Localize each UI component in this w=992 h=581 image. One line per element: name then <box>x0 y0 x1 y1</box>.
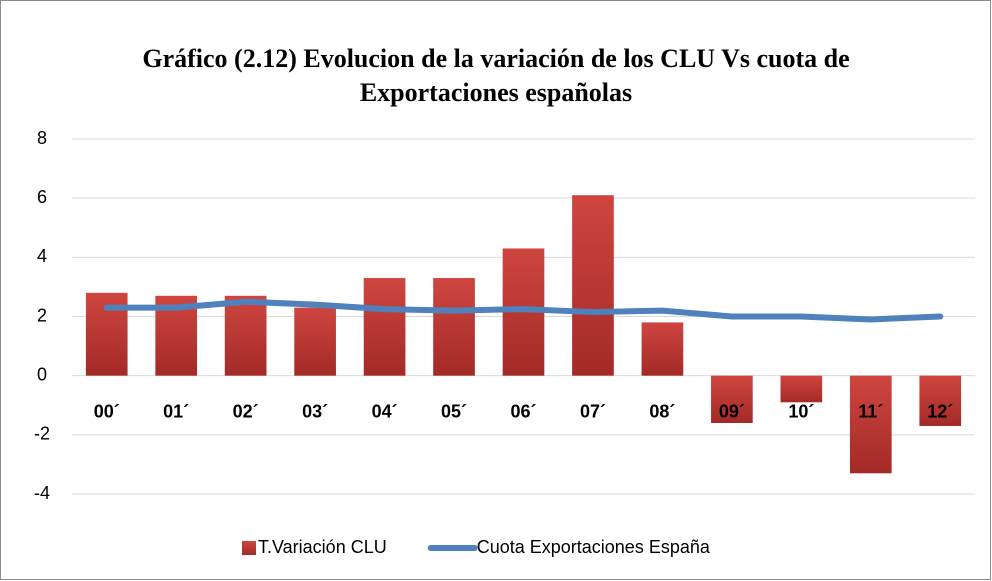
bar <box>711 375 753 423</box>
y-tick-label: -4 <box>34 483 50 503</box>
legend-label: Cuota Exportaciones España <box>477 537 711 557</box>
x-tick-label: 12´ <box>927 401 953 421</box>
legend-swatch <box>242 541 256 555</box>
x-tick-label: 02´ <box>233 401 259 421</box>
line <box>103 298 944 323</box>
bar <box>224 295 267 376</box>
bar <box>572 195 614 376</box>
bar <box>919 375 962 426</box>
bar <box>641 322 684 376</box>
x-tick-label: 08´ <box>649 401 675 421</box>
x-tick-label: 04´ <box>372 401 398 421</box>
x-tick-label: 03´ <box>302 401 328 421</box>
x-tick-label: 06´ <box>510 401 536 421</box>
y-tick-label: 2 <box>37 305 47 325</box>
x-tick-label: 09´ <box>719 401 745 421</box>
bar <box>780 375 823 403</box>
x-tick-label: 05´ <box>441 401 467 421</box>
bar <box>363 278 406 376</box>
chart-title: Gráfico (2.12) Evolucion de la variación… <box>142 44 850 107</box>
x-tick-label: 01´ <box>163 401 189 421</box>
bar <box>849 375 892 474</box>
x-tick-label: 11´ <box>858 401 883 421</box>
y-tick-label: -2 <box>34 424 50 444</box>
legend-label: T.Variación CLU <box>258 537 387 557</box>
y-tick-label: 0 <box>37 364 47 384</box>
y-tick-label: 4 <box>37 246 47 266</box>
bar <box>294 307 336 376</box>
x-tick-label: 10´ <box>788 401 814 421</box>
x-tick-label: 07´ <box>580 401 606 421</box>
y-tick-label: 8 <box>37 128 47 148</box>
bar <box>433 278 475 376</box>
x-tick-label: 00´ <box>94 401 120 421</box>
y-tick-label: 6 <box>37 187 47 207</box>
